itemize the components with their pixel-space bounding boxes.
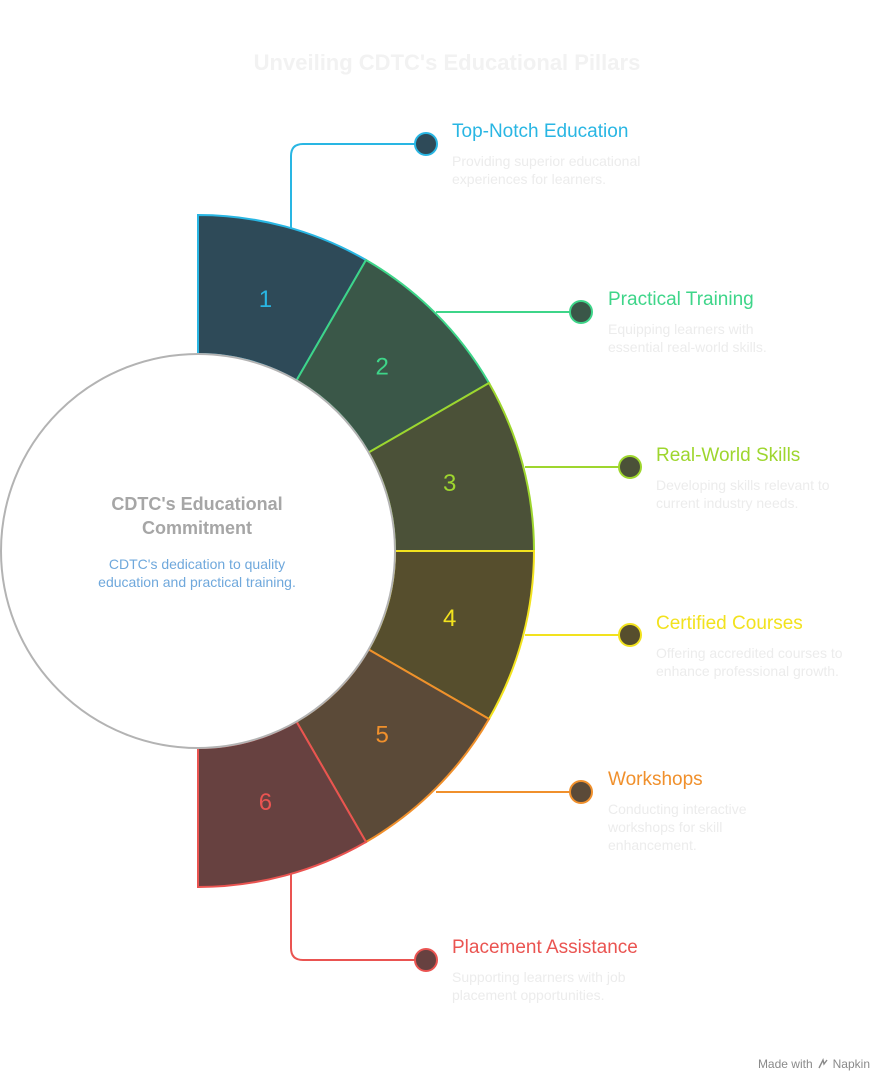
pillar-practical-training: Practical Training Equipping learners wi… <box>608 288 793 356</box>
credit-text: Made with <box>757 1057 813 1071</box>
pillar-title: Top-Notch Education <box>452 121 629 142</box>
pillar-title: Certified Courses <box>656 613 803 634</box>
ring-segments: 1 2 3 4 5 6 <box>197 213 536 889</box>
connector-dots <box>414 132 642 972</box>
pillar-workshops: Workshops Conducting interactive worksho… <box>608 768 768 854</box>
pillar-description: Offering accredited courses to enhance p… <box>656 645 843 679</box>
connector-dot-4 <box>618 623 642 647</box>
pillar-certified-courses: Certified Courses Offering accredited co… <box>656 612 856 680</box>
connector-dot-3 <box>618 455 642 479</box>
connector-line-6 <box>290 874 426 961</box>
segment-number-5: 5 <box>376 722 389 749</box>
center-title: CDTC's Educational Commitment <box>111 494 283 538</box>
pillar-title: Practical Training <box>608 289 754 310</box>
made-with-credit: Made with Napkin <box>758 1057 870 1071</box>
segment-number-4: 4 <box>443 605 456 632</box>
connector-line-1 <box>290 143 426 228</box>
segment-number-2: 2 <box>376 353 389 380</box>
pillar-description: Developing skills relevant to current in… <box>656 477 830 511</box>
segment-number-6: 6 <box>259 789 272 816</box>
connector-lines <box>290 143 630 961</box>
pillar-description: Conducting interactive workshops for ski… <box>608 801 747 853</box>
credit-brand: Napkin <box>832 1057 870 1071</box>
pillar-description: Providing superior educational experienc… <box>452 153 641 187</box>
pillar-description: Supporting learners with job placement o… <box>452 969 626 1003</box>
connector-dot-1 <box>414 132 438 156</box>
connector-dot-6 <box>414 948 438 972</box>
segment-number-3: 3 <box>443 470 456 497</box>
center-description: CDTC's dedication to quality education a… <box>98 556 296 590</box>
diagram-title: Unveiling CDTC's Educational Pillars <box>253 50 641 75</box>
napkin-logo-icon <box>818 1058 828 1069</box>
connector-dot-5 <box>569 780 593 804</box>
pillar-top-notch-education: Top-Notch Education Providing superior e… <box>452 120 652 188</box>
pillar-description: Equipping learners with essential real-w… <box>608 321 767 355</box>
pillar-title: Real-World Skills <box>656 445 801 466</box>
pillar-placement-assistance: Placement Assistance Supporting learners… <box>452 936 662 1004</box>
center-circle <box>0 353 396 749</box>
pillar-real-world-skills: Real-World Skills Developing skills rele… <box>656 444 856 512</box>
segment-number-1: 1 <box>259 286 272 313</box>
pillar-title: Workshops <box>608 769 703 790</box>
pillar-title: Placement Assistance <box>452 937 638 958</box>
connector-dot-2 <box>569 300 593 324</box>
